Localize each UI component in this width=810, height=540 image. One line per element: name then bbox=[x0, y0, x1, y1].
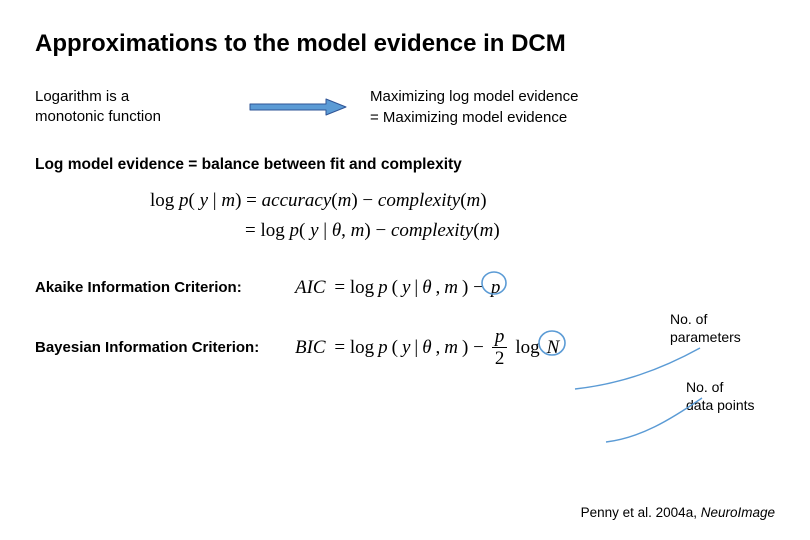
datapoints-annotation: No. of data points bbox=[686, 378, 786, 414]
citation-journal: NeuroImage bbox=[701, 505, 775, 520]
bic-fraction: p 2 bbox=[492, 327, 508, 368]
bic-num: p bbox=[492, 327, 508, 348]
data-l2: data points bbox=[686, 397, 755, 413]
arrow-shape bbox=[250, 99, 346, 115]
arrow-container bbox=[225, 97, 370, 117]
bic-den: 2 bbox=[495, 348, 505, 368]
data-l1: No. of bbox=[686, 379, 723, 395]
citation-text: Penny et al. 2004a, bbox=[581, 505, 701, 520]
aic-p: p bbox=[491, 277, 501, 298]
implies-arrow-icon bbox=[248, 97, 348, 117]
bic-n: N bbox=[547, 337, 560, 358]
bic-label: Bayesian Information Criterion: bbox=[35, 339, 295, 356]
maximizing-text: Maximizing log model evidence = Maximizi… bbox=[370, 86, 650, 128]
bic-formula: BIC = log p( y | θ, m) − p 2 log N bbox=[295, 327, 562, 368]
aic-p-term: p bbox=[488, 277, 504, 299]
aic-row: Akaike Information Criterion: AIC = log … bbox=[35, 265, 775, 311]
citation: Penny et al. 2004a, NeuroImage bbox=[581, 505, 775, 520]
params-l2: parameters bbox=[670, 329, 741, 345]
logarithm-text: Logarithm is a monotonic function bbox=[35, 87, 225, 128]
main-equation: log p( y | m) = accuracy(m) − complexity… bbox=[150, 186, 775, 247]
log-line2: monotonic function bbox=[35, 108, 161, 125]
implication-row: Logarithm is a monotonic function Maximi… bbox=[35, 86, 775, 128]
bic-n-term: N bbox=[544, 337, 563, 359]
max-line1: Maximizing log model evidence bbox=[370, 88, 578, 105]
log-line1: Logarithm is a bbox=[35, 88, 129, 105]
bic-row: Bayesian Information Criterion: BIC = lo… bbox=[35, 325, 775, 371]
bic-log: log bbox=[515, 337, 539, 359]
slide-title: Approximations to the model evidence in … bbox=[35, 30, 775, 58]
max-line2: = Maximizing model evidence bbox=[370, 109, 567, 126]
aic-formula: AIC = log p( y | θ, m) − p bbox=[295, 277, 503, 299]
balance-heading: Log model evidence = balance between fit… bbox=[35, 156, 775, 174]
aic-label: Akaike Information Criterion: bbox=[35, 279, 295, 296]
params-annotation: No. of parameters bbox=[670, 310, 770, 346]
params-l1: No. of bbox=[670, 311, 707, 327]
